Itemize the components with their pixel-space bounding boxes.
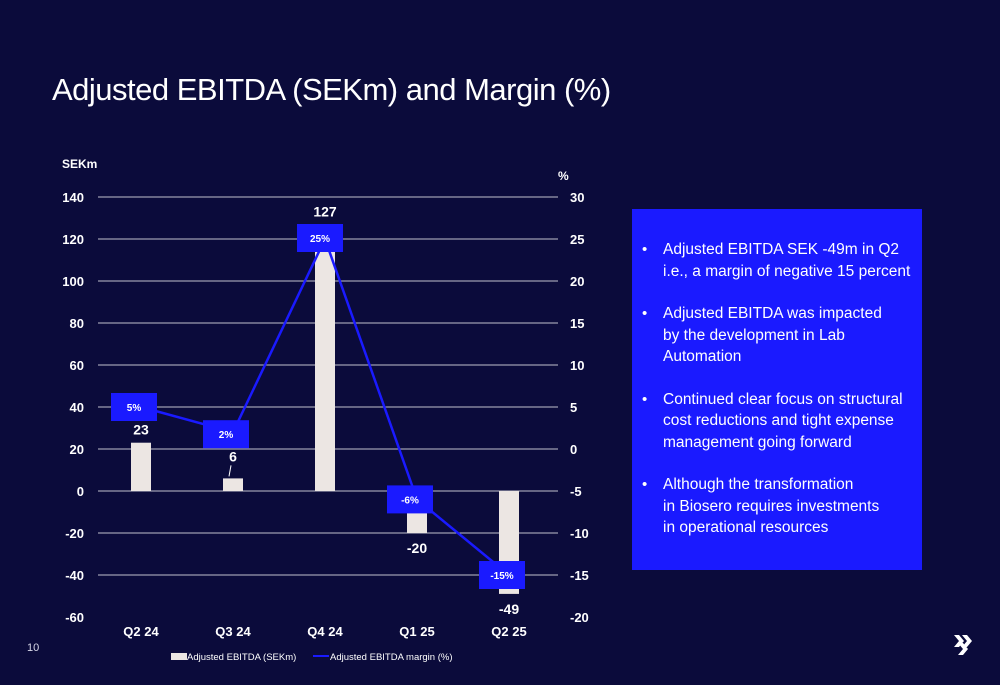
right-axis-title: % <box>558 169 569 183</box>
commentary-bullet: Although the transformation in Biosero r… <box>640 474 912 539</box>
left-tick-label: 80 <box>70 316 84 331</box>
right-tick-label: 15 <box>570 316 584 331</box>
left-axis-ticks: 140 120 100 80 60 40 20 0 -20 -40 -60 <box>62 190 84 625</box>
margin-data-labels: 5% 2% 25% -6% -15% <box>111 224 525 589</box>
margin-data-label: 25% <box>310 234 330 245</box>
category-labels: Q2 24 Q3 24 Q4 24 Q1 25 Q2 25 <box>123 624 526 639</box>
ebitda-bar-label: 23 <box>133 422 149 438</box>
bar-series <box>131 224 519 594</box>
right-tick-label: 30 <box>570 190 584 205</box>
ebitda-bar-label: 6 <box>229 448 237 464</box>
ebitda-bar <box>131 442 151 491</box>
margin-data-label: 2% <box>219 430 234 441</box>
right-tick-label: -20 <box>570 610 589 625</box>
ebitda-bar <box>223 478 243 491</box>
commentary-bullet: Adjusted EBITDA SEK -49m in Q2 i.e., a m… <box>640 239 912 282</box>
legend-bar-swatch <box>171 653 187 660</box>
margin-label-box <box>297 224 343 252</box>
left-tick-label: -20 <box>65 526 84 541</box>
right-tick-label: 0 <box>570 442 577 457</box>
slide-title: Adjusted EBITDA (SEKm) and Margin (%) <box>52 72 611 107</box>
left-tick-label: 120 <box>62 232 84 247</box>
right-tick-label: 20 <box>570 274 584 289</box>
left-tick-label: 40 <box>70 400 84 415</box>
margin-label-box <box>111 393 157 421</box>
margin-label-box <box>387 485 433 514</box>
left-tick-label: 140 <box>62 190 84 205</box>
left-tick-label: -40 <box>65 568 84 583</box>
legend-bar-label: Adjusted EBITDA (SEKm) <box>187 652 296 663</box>
ebitda-bar-label: -20 <box>407 540 427 556</box>
right-tick-label: 25 <box>570 232 584 247</box>
left-tick-label: 0 <box>77 484 84 499</box>
commentary-list: Adjusted EBITDA SEK -49m in Q2 i.e., a m… <box>640 239 912 539</box>
margin-label-box <box>479 561 525 589</box>
ebitda-bar-label: 127 <box>313 203 337 219</box>
left-axis-title: SEKm <box>62 157 97 171</box>
ebitda-combo-chart: 140 120 100 80 60 40 20 0 -20 -40 -60 30 25 20 15 10 5 0… <box>62 157 589 663</box>
left-tick-label: -60 <box>65 610 84 625</box>
right-tick-label: 5 <box>570 400 577 415</box>
chevron-arrows-icon <box>952 633 976 662</box>
margin-data-label: -6% <box>401 495 419 506</box>
category-label: Q2 24 <box>123 624 159 639</box>
commentary-box: Adjusted EBITDA SEK -49m in Q2 i.e., a m… <box>632 209 922 570</box>
legend-line-label: Adjusted EBITDA margin (%) <box>330 652 453 663</box>
category-label: Q1 25 <box>399 624 434 639</box>
page-number: 10 <box>27 642 40 654</box>
ebitda-bar-label: -49 <box>499 601 519 617</box>
category-label: Q2 25 <box>491 624 526 639</box>
left-tick-label: 60 <box>70 358 84 373</box>
right-tick-label: -15 <box>570 568 589 583</box>
commentary-bullet: Adjusted EBITDA was impacted by the deve… <box>640 303 912 368</box>
category-label: Q3 24 <box>215 624 251 639</box>
commentary-bullet: Continued clear focus on structural cost… <box>640 389 912 454</box>
bar-data-labels: 23 6 127 -20 -49 <box>133 203 519 617</box>
right-tick-label: 10 <box>570 358 584 373</box>
left-tick-label: 20 <box>70 442 84 457</box>
right-tick-label: -5 <box>570 484 582 499</box>
margin-label-box <box>203 420 249 449</box>
chart-legend: Adjusted EBITDA (SEKm) Adjusted EBITDA m… <box>171 652 453 663</box>
margin-data-label: 5% <box>127 403 142 414</box>
margin-data-label: -15% <box>490 571 513 582</box>
right-axis-ticks: 30 25 20 15 10 5 0 -5 -10 -15 -20 <box>570 190 589 625</box>
category-label: Q4 24 <box>307 624 343 639</box>
label-leader-line <box>228 465 232 477</box>
right-tick-label: -10 <box>570 526 589 541</box>
ebitda-bar <box>315 224 335 492</box>
left-tick-label: 100 <box>62 274 84 289</box>
